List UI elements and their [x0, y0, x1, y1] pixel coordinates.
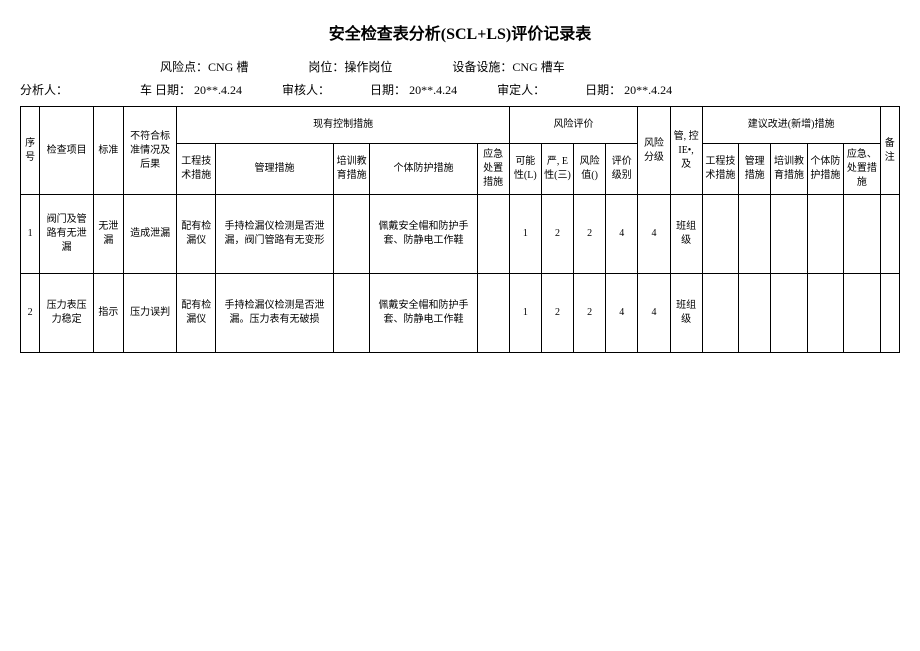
page-title: 安全检查表分析(SCL+LS)评价记录表	[20, 20, 900, 44]
col-seq: 序号	[21, 107, 40, 195]
cell-train	[333, 274, 369, 353]
col-D: 风险值()	[574, 144, 606, 195]
cell-remark	[880, 195, 899, 274]
col-remark: 备注	[880, 107, 899, 195]
date-value-1: 20**.4.24	[194, 83, 242, 97]
col-L: 可能性(L)	[509, 144, 541, 195]
col-emerg: 应急处置措施	[477, 144, 509, 195]
cell-s-mgmt	[739, 195, 771, 274]
cell-emerg	[477, 274, 509, 353]
risk-point-label: 风险点：	[160, 60, 208, 74]
cell-level: 4	[606, 274, 638, 353]
cell-E: 2	[541, 195, 573, 274]
cell-s-emerg	[844, 274, 880, 353]
col-control: 管, 控 IE•, 及	[670, 107, 702, 195]
cell-seq: 2	[21, 274, 40, 353]
col-existing-group: 现有控制措施	[177, 107, 509, 144]
date-label-1: 日期：	[155, 83, 191, 97]
col-item: 检查项目	[40, 107, 94, 195]
cell-ppe: 佩戴安全帽和防护手套、防静电工作鞋	[370, 274, 477, 353]
col-level: 评价级别	[606, 144, 638, 195]
date-label-2: 日期：	[370, 83, 406, 97]
analyst-suffix: 车	[140, 83, 152, 97]
analyst-label: 分析人：	[20, 83, 68, 97]
cell-item: 压力表压力稳定	[40, 274, 94, 353]
analyst-field: 分析人：	[20, 81, 100, 98]
cell-noncon: 造成泄漏	[123, 195, 177, 274]
post-value: 操作岗位	[344, 60, 392, 74]
equip-field: 设备设施：CNG 槽车	[452, 58, 564, 75]
cell-L: 1	[509, 274, 541, 353]
cell-risk-class: 4	[638, 195, 670, 274]
date-value-3: 20**.4.24	[624, 83, 672, 97]
reviewer-label: 审核人：	[282, 83, 330, 97]
cell-emerg	[477, 195, 509, 274]
col-E: 严, E性(三)	[541, 144, 573, 195]
table-row: 1 阀门及管路有无泄漏 无泄漏 造成泄漏 配有检漏仪 手持检漏仪检测是否泄漏，阀…	[21, 195, 900, 274]
cell-train	[333, 195, 369, 274]
cell-remark	[880, 274, 899, 353]
cell-eng: 配有检漏仪	[177, 195, 216, 274]
approver-label: 审定人：	[497, 83, 545, 97]
analyst-suffix-field: 车 日期： 20**.4.24	[140, 81, 242, 98]
col-s-train: 培训教育措施	[771, 144, 807, 195]
date-3-field: 日期： 20**.4.24	[585, 81, 672, 98]
date-label-3: 日期：	[585, 83, 621, 97]
cell-s-ppe	[807, 195, 843, 274]
col-suggest-group: 建议改进(新增)措施	[702, 107, 880, 144]
cell-s-train	[771, 195, 807, 274]
cell-item: 阀门及管路有无泄漏	[40, 195, 94, 274]
approver-field: 审定人：	[497, 81, 545, 98]
cell-s-emerg	[844, 195, 880, 274]
cell-s-train	[771, 274, 807, 353]
cell-s-mgmt	[739, 274, 771, 353]
cell-ppe: 佩戴安全帽和防护手套、防静电工作鞋	[370, 195, 477, 274]
cell-seq: 1	[21, 195, 40, 274]
cell-control: 班组级	[670, 274, 702, 353]
risk-point-field: 风险点：CNG 槽	[160, 58, 248, 75]
equip-label: 设备设施：	[452, 60, 512, 74]
cell-eng: 配有检漏仪	[177, 274, 216, 353]
cell-D: 2	[574, 195, 606, 274]
cell-mgmt: 手持检漏仪检测是否泄漏，阀门管路有无变形	[216, 195, 334, 274]
date-2-field: 日期： 20**.4.24	[370, 81, 457, 98]
cell-control: 班组级	[670, 195, 702, 274]
cell-s-eng	[702, 274, 738, 353]
col-s-eng: 工程技术措施	[702, 144, 738, 195]
reviewer-field: 审核人：	[282, 81, 330, 98]
scl-table: 序号 检查项目 标准 不符合标准情况及后果 现有控制措施 风险评价 风险分级 管…	[20, 106, 900, 353]
col-train: 培训教育措施	[333, 144, 369, 195]
cell-standard: 无泄漏	[93, 195, 123, 274]
post-field: 岗位：操作岗位	[308, 58, 392, 75]
cell-D: 2	[574, 274, 606, 353]
col-mgmt: 管理措施	[216, 144, 334, 195]
col-ppe: 个体防护措施	[370, 144, 477, 195]
meta-row-2: 分析人： 车 日期： 20**.4.24 审核人： 日期： 20**.4.24 …	[20, 81, 900, 98]
risk-point-value: CNG 槽	[208, 60, 248, 74]
col-s-mgmt: 管理措施	[739, 144, 771, 195]
table-row: 2 压力表压力稳定 指示 压力误判 配有检漏仪 手持检漏仪检测是否泄漏。压力表有…	[21, 274, 900, 353]
cell-s-ppe	[807, 274, 843, 353]
col-s-ppe: 个体防护措施	[807, 144, 843, 195]
col-risk-class: 风险分级	[638, 107, 670, 195]
cell-E: 2	[541, 274, 573, 353]
meta-row-1: 风险点：CNG 槽 岗位：操作岗位 设备设施：CNG 槽车	[20, 58, 900, 75]
cell-mgmt: 手持检漏仪检测是否泄漏。压力表有无破损	[216, 274, 334, 353]
equip-value: CNG 槽车	[512, 60, 564, 74]
cell-standard: 指示	[93, 274, 123, 353]
date-value-2: 20**.4.24	[409, 83, 457, 97]
header-row-1: 序号 检查项目 标准 不符合标准情况及后果 现有控制措施 风险评价 风险分级 管…	[21, 107, 900, 144]
cell-risk-class: 4	[638, 274, 670, 353]
col-standard: 标准	[93, 107, 123, 195]
col-risk-group: 风险评价	[509, 107, 638, 144]
col-eng: 工程技术措施	[177, 144, 216, 195]
cell-s-eng	[702, 195, 738, 274]
col-s-emerg: 应急、处置措施	[844, 144, 880, 195]
cell-L: 1	[509, 195, 541, 274]
cell-level: 4	[606, 195, 638, 274]
col-noncon: 不符合标准情况及后果	[123, 107, 177, 195]
cell-noncon: 压力误判	[123, 274, 177, 353]
post-label: 岗位：	[308, 60, 344, 74]
